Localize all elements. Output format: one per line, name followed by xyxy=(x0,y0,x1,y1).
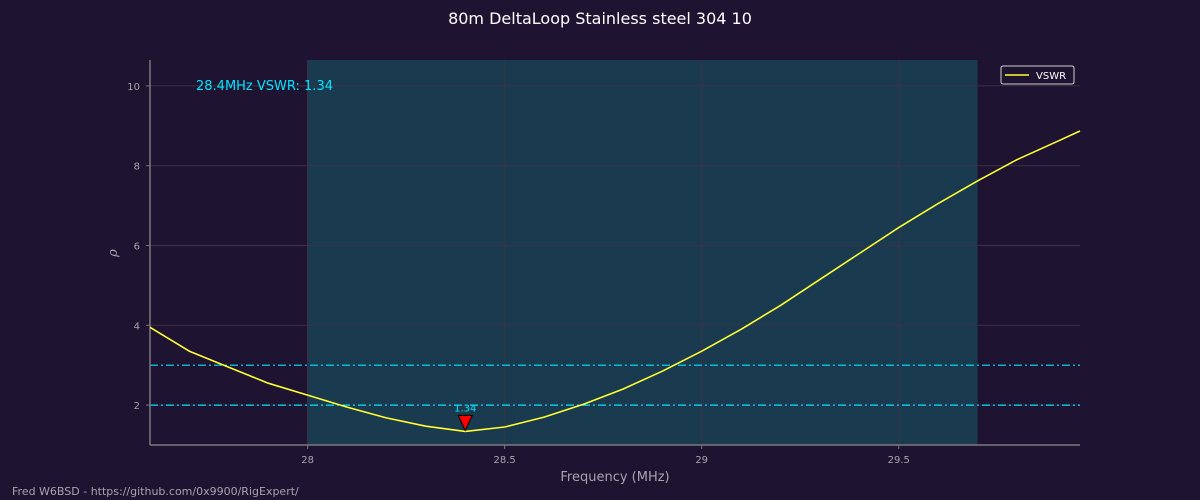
band-highlight xyxy=(307,60,978,445)
footer-credit: Fred W6BSD - https://github.com/0x9900/R… xyxy=(12,485,299,498)
legend-box xyxy=(1000,65,1075,85)
x-axis-label: Frequency (MHz) xyxy=(560,470,669,485)
minimum-marker-label: 1.34 xyxy=(454,403,476,414)
x-tick-label-2: 29 xyxy=(695,455,708,466)
y-axis-label: ρ xyxy=(106,249,121,258)
series-line-vswr xyxy=(149,130,1081,433)
y-tick-label-4: 10 xyxy=(127,82,140,93)
legend-label-vswr: VSWR xyxy=(1036,71,1066,82)
minimum-marker xyxy=(457,414,474,432)
y-tick-label-1: 4 xyxy=(134,321,140,332)
x-tick-label-0: 28 xyxy=(301,455,314,466)
y-tick-label-2: 6 xyxy=(134,242,140,253)
plot-area: 28 28.5 29 29.5 2 4 6 8 10 1.34 VSWR xyxy=(127,60,1081,466)
x-tick-label-3: 29.5 xyxy=(888,455,910,466)
y-tick-label-3: 8 xyxy=(134,162,140,173)
chart-title: 80m DeltaLoop Stainless steel 304 10 xyxy=(448,9,752,28)
x-tick-label-1: 28.5 xyxy=(494,455,516,466)
y-tick-label-0: 2 xyxy=(134,401,140,412)
annotation-text: 28.4MHz VSWR: 1.34 xyxy=(196,79,333,94)
